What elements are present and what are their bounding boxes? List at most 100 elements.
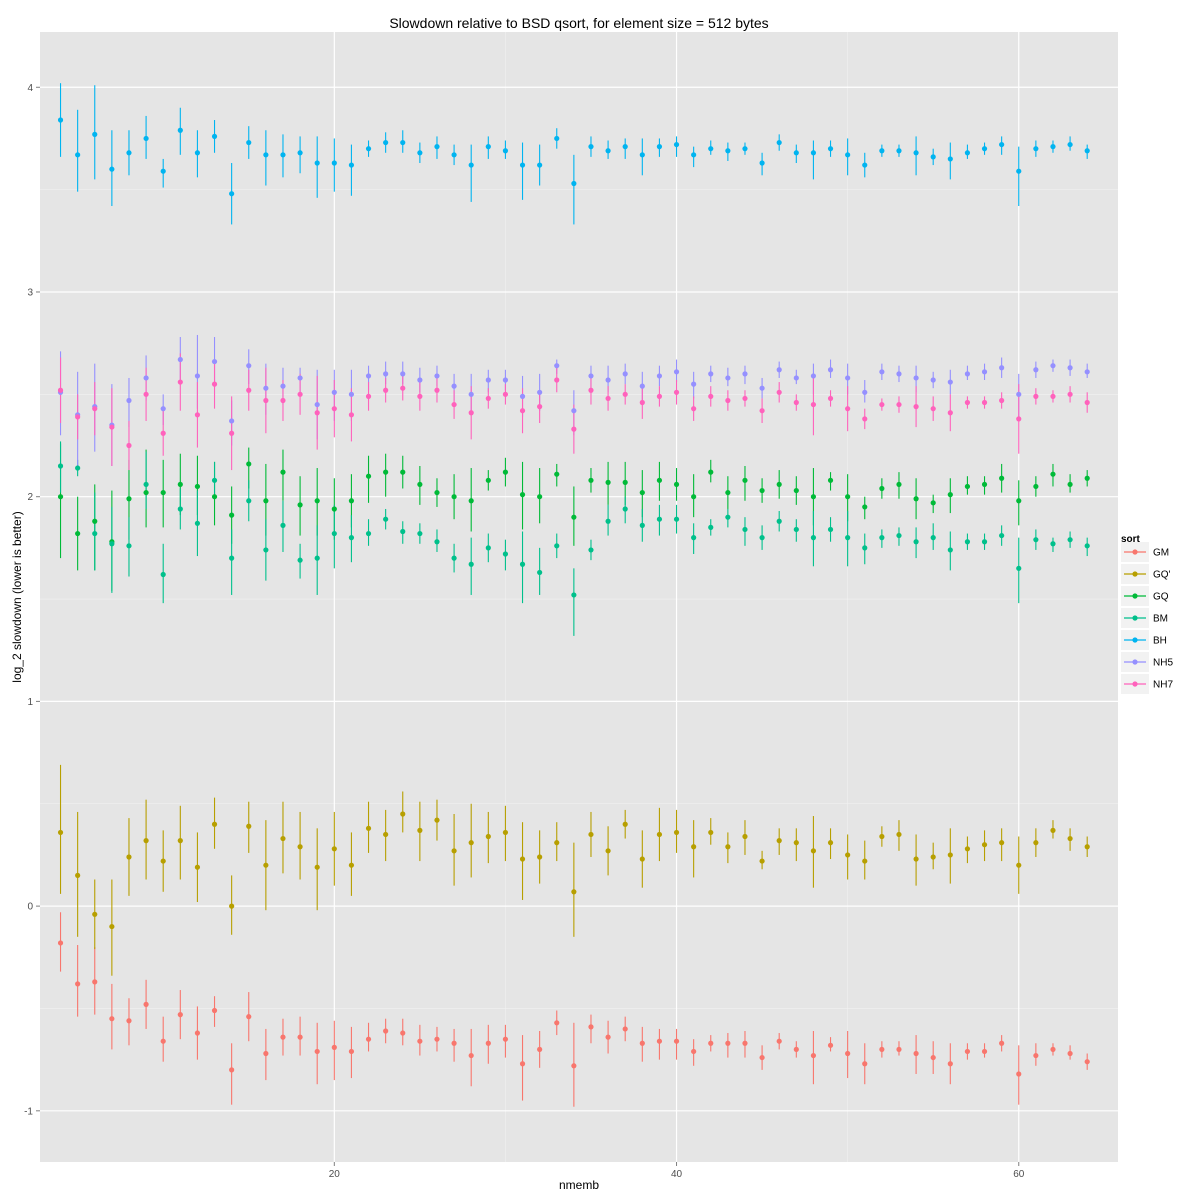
point-nh5 xyxy=(827,367,834,373)
point-gm xyxy=(194,1030,201,1036)
point-bm xyxy=(502,551,509,557)
point-bm xyxy=(160,571,166,578)
point-nh5 xyxy=(673,369,680,375)
point-nh5 xyxy=(1050,363,1056,369)
y-axis-title: log_2 slowdown (lower is better) xyxy=(10,511,24,682)
point-nh7 xyxy=(1067,391,1073,397)
point-gm xyxy=(383,1028,389,1034)
point-bh xyxy=(451,152,457,158)
point-bh xyxy=(571,180,577,187)
point-gq xyxy=(810,848,817,854)
point-bm xyxy=(229,555,235,561)
point-gq xyxy=(434,489,440,496)
point-gq xyxy=(1084,475,1090,481)
point-gq xyxy=(143,489,149,496)
point-nh7 xyxy=(417,393,423,399)
point-gq xyxy=(708,829,714,836)
point-nh5 xyxy=(314,401,320,408)
point-bh xyxy=(92,131,98,137)
point-bh xyxy=(1016,168,1022,174)
point-nh5 xyxy=(1016,391,1022,397)
point-gq xyxy=(964,483,971,490)
point-gm xyxy=(725,1040,731,1046)
point-nh5 xyxy=(999,365,1005,371)
point-gq xyxy=(365,825,372,831)
point-bm xyxy=(656,516,663,522)
point-gq xyxy=(673,481,680,488)
point-gq xyxy=(211,494,218,500)
point-bh xyxy=(280,152,286,158)
point-bm xyxy=(879,535,885,541)
point-gm xyxy=(708,1040,714,1046)
point-gm xyxy=(468,1052,474,1059)
point-nh7 xyxy=(126,442,132,449)
point-bh xyxy=(537,162,543,168)
point-bm xyxy=(177,506,183,512)
point-gm xyxy=(930,1054,936,1061)
point-bm xyxy=(331,530,337,537)
point-nh5 xyxy=(211,358,218,365)
point-gm xyxy=(605,1034,611,1040)
point-bm xyxy=(314,555,320,561)
point-gq xyxy=(1067,835,1073,842)
point-bh xyxy=(879,148,885,154)
point-nh7 xyxy=(999,397,1005,404)
point-bh xyxy=(1067,141,1073,148)
point-gq xyxy=(297,502,303,508)
point-nh7 xyxy=(605,395,611,402)
point-nh5 xyxy=(913,375,919,381)
point-nh7 xyxy=(109,424,115,430)
point-nh7 xyxy=(793,399,799,406)
point-gm xyxy=(742,1040,748,1046)
point-nh5 xyxy=(297,375,303,381)
point-nh5 xyxy=(485,377,491,383)
point-gq xyxy=(331,506,337,512)
point-gq xyxy=(434,817,440,823)
point-gq xyxy=(725,844,731,850)
point-nh7 xyxy=(160,430,166,436)
point-bh xyxy=(554,135,560,142)
point-nh5 xyxy=(383,371,389,377)
point-gq xyxy=(57,494,64,500)
point-bm xyxy=(57,463,64,469)
point-gm xyxy=(1016,1071,1022,1077)
point-nh7 xyxy=(519,408,526,414)
point-nh7 xyxy=(708,393,714,399)
point-gq xyxy=(177,838,183,844)
point-bh xyxy=(896,148,902,154)
point-bh xyxy=(383,139,389,146)
point-nh5 xyxy=(160,406,166,412)
point-gq xyxy=(656,477,663,483)
point-gq xyxy=(691,494,697,500)
point-gq xyxy=(605,479,611,485)
point-gq xyxy=(810,494,817,500)
point-nh5 xyxy=(605,377,611,383)
legend-point-bm xyxy=(1132,615,1138,621)
point-nh7 xyxy=(862,416,868,422)
legend-point-bh xyxy=(1132,637,1138,643)
point-bh xyxy=(519,162,526,168)
point-bh xyxy=(177,127,183,133)
point-nh7 xyxy=(1033,393,1039,399)
point-gq xyxy=(827,477,834,483)
point-nh5 xyxy=(468,391,474,397)
point-gq xyxy=(913,496,919,502)
point-bm xyxy=(708,524,714,530)
point-bm xyxy=(571,592,577,598)
point-nh5 xyxy=(229,418,235,424)
point-gq xyxy=(742,833,748,840)
point-gq xyxy=(246,461,252,467)
point-gq xyxy=(160,858,166,864)
legend-point-nh5 xyxy=(1132,659,1138,665)
point-bh xyxy=(400,139,406,146)
point-gm xyxy=(75,981,81,987)
point-nh5 xyxy=(588,373,594,379)
point-gm xyxy=(126,1018,132,1024)
point-nh7 xyxy=(400,385,406,391)
legend-title: sort xyxy=(1121,534,1141,545)
point-bm xyxy=(383,516,389,522)
point-gq xyxy=(896,831,902,838)
point-bm xyxy=(434,539,440,545)
point-bh xyxy=(246,139,252,146)
point-gm xyxy=(554,1020,560,1026)
